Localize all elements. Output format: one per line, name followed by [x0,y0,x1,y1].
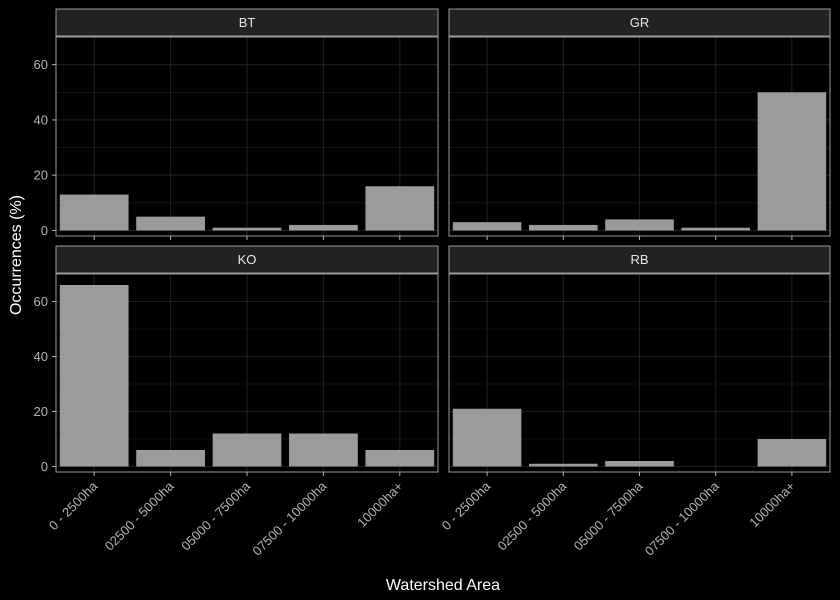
x-tick-label-02500-5000ha: 02500 - 5000ha [102,478,178,554]
panel-gr: GR [448,8,831,240]
y-tick-label: 40 [34,112,48,127]
bar-ko-05000-7500ha [212,433,282,467]
strip-label-bt: BT [239,15,256,30]
x-tick-label-05000-7500ha: 05000 - 7500ha [571,478,647,554]
panel-ko: KO 0 20 40 60 0 - 2500ha 02500 - 5000ha 05000 -… [34,245,439,559]
x-tick-label-10000ha: 10000ha+ [746,479,798,531]
bar-bt-02500-5000ha [136,216,205,231]
bar-bt-05000-7500ha [212,227,282,231]
bar-gr-05000-7500ha [605,219,674,231]
x-tick-label-0-2500ha: 0 - 2500ha [46,478,101,533]
bar-gr-07500-10000ha [681,227,750,231]
bar-ko-07500-10000ha [289,433,358,467]
x-tick-label-07500-10000ha: 07500 - 10000ha [249,478,330,559]
bar-gr-02500-5000ha [529,224,598,231]
y-tick-label: 20 [34,404,48,419]
bar-ko-0-2500ha [59,285,129,467]
x-tick-label-0-2500ha: 0 - 2500ha [439,478,494,533]
panel-rb: RB 0 - 2500ha 02500 - 5000ha 05000 - 7500ha… [439,245,831,559]
strip-label-rb: RB [630,252,648,267]
strip-background [55,8,439,37]
bar-bt-07500-10000ha [289,224,358,231]
y-tick-label: 40 [34,349,48,364]
strip-background [55,245,439,274]
strip-background [448,8,831,37]
panel-bt: BT 0 20 40 60 [34,8,439,240]
bar-ko-10000ha [365,450,435,467]
x-tick-label-07500-10000ha: 07500 - 10000ha [642,478,723,559]
bar-gr-0-2500ha [452,222,522,231]
bar-bt-0-2500ha [59,194,129,231]
bar-ko-02500-5000ha [136,450,205,467]
strip-label-ko: KO [238,252,257,267]
bar-bt-10000ha [365,186,435,231]
bar-rb-05000-7500ha [605,461,674,467]
bar-rb-0-2500ha [452,408,522,467]
x-tick-label-05000-7500ha: 05000 - 7500ha [178,478,254,554]
x-axis-title: Watershed Area [386,577,500,594]
x-tick-label-10000ha: 10000ha+ [354,479,406,531]
y-axis-title: Occurrences (%) [8,195,25,315]
y-tick-label: 0 [41,223,48,238]
x-tick-label-02500-5000ha: 02500 - 5000ha [494,478,570,554]
y-tick-label: 20 [34,168,48,183]
y-tick-label: 60 [34,57,48,72]
y-tick-label: 60 [34,294,48,309]
bar-rb-10000ha [757,439,827,467]
strip-background [448,245,831,274]
y-tick-label: 0 [41,459,48,474]
bar-rb-02500-5000ha [529,463,598,467]
strip-label-gr: GR [630,15,650,30]
bar-gr-10000ha [757,92,827,231]
